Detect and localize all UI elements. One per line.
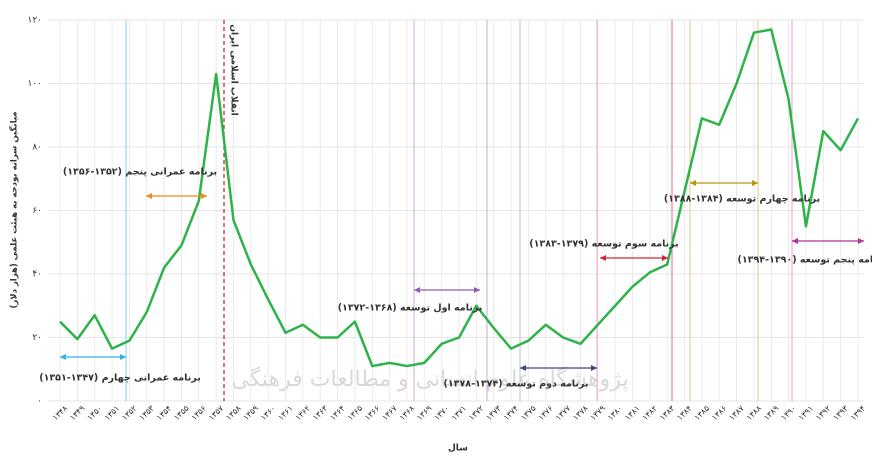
- x-tick-label: ۱۳۵۰: [85, 404, 104, 423]
- x-tick-label: ۱۳۸۳: [658, 403, 677, 422]
- x-tick-label: ۱۳۷۲: [467, 404, 486, 423]
- x-tick-label: ۱۳۹۰: [779, 404, 798, 423]
- x-tick-label: ۱۳۷۵: [519, 404, 538, 423]
- x-tick-label: ۱۳۶۲: [294, 404, 313, 423]
- x-tick-label: ۱۳۶۸: [398, 403, 417, 422]
- x-tick-label: ۱۳۶۹: [415, 404, 434, 423]
- y-tick-label: ۲۰: [32, 333, 42, 343]
- x-tick-label: ۱۳۹۴: [849, 404, 868, 423]
- x-tick-label: ۱۳۵۹: [242, 404, 261, 423]
- y-tick-label: ۴۰: [32, 270, 42, 280]
- x-tick-label: ۱۳۸۱: [623, 404, 642, 423]
- annotation: برنامه سوم توسعه (۱۳۷۹-۱۳۸۳): [529, 239, 678, 250]
- y-tick-label: ۱۲۰: [27, 16, 42, 26]
- x-axis-label: سال: [448, 444, 468, 454]
- y-tick-label: ۰: [37, 397, 42, 407]
- x-tick-label: ۱۳۸۶: [710, 404, 729, 423]
- x-tick-label: ۱۳۵۷: [207, 403, 226, 422]
- annotation: انقلاب اسلامی ایران: [229, 24, 239, 115]
- x-tick-label: ۱۳۵۱: [103, 404, 122, 423]
- x-tick-label: ۱۳۹۱: [797, 404, 816, 423]
- x-tick-label: ۱۳۶۰: [259, 404, 278, 423]
- annotation: برنامه پنجم توسعه (۱۳۹۰-۱۳۹۴): [738, 255, 872, 266]
- x-tick-label: ۱۳۷۴: [502, 404, 521, 423]
- x-tick-label: ۱۳۹۲: [814, 404, 833, 423]
- x-tick-label: ۱۳۶۱: [276, 404, 295, 423]
- x-tick-label: ۱۳۷۰: [432, 404, 451, 423]
- x-tick-label: ۱۳۷۱: [450, 404, 469, 423]
- x-tick-label: ۱۳۵۲: [120, 404, 139, 423]
- y-axis-label: میانگین سرانه بودجه به هیئت علمی (هزار د…: [9, 111, 20, 308]
- x-tick-label: ۱۳۶۴: [328, 404, 347, 423]
- y-tick-label: ۶۰: [32, 206, 42, 216]
- x-tick-label: ۱۳۸۹: [762, 404, 781, 423]
- chart: پژوهشگاه علوم انسانی و مطالعات فرهنگی می…: [0, 0, 872, 460]
- y-tick-label: ۸۰: [32, 143, 42, 153]
- x-tick-label: ۱۳۷۳: [484, 403, 503, 422]
- x-tick-label: ۱۳۸۷: [727, 403, 746, 422]
- annotation: برنامه چهارم توسعه (۱۳۸۴-۱۳۸۸): [664, 194, 820, 205]
- annotation: برنامه عمرانی پنجم (۱۳۵۲-۱۳۵۶): [63, 167, 217, 178]
- x-tick-label: ۱۳۷۸: [571, 403, 590, 422]
- x-tick-label: ۱۳۴۹: [68, 404, 87, 423]
- x-tick-label: ۱۳۹۳: [831, 403, 850, 422]
- x-tick-label: ۱۳۵۵: [172, 404, 191, 423]
- x-tick-label: ۱۳۷۶: [536, 404, 555, 423]
- x-tick-label: ۱۳۸۲: [641, 404, 660, 423]
- x-tick-label: ۱۳۸۸: [745, 403, 764, 422]
- x-tick-label: ۱۳۶۵: [346, 404, 365, 423]
- x-tick-label: ۱۳۶۶: [363, 404, 382, 423]
- x-tick-label: ۱۳۵۸: [224, 403, 243, 422]
- x-tick-label: ۱۳۵۶: [190, 404, 209, 423]
- annotation: برنامه عمرانی چهارم (۱۳۴۷-۱۳۵۱): [39, 373, 201, 384]
- x-tick-label: ۱۳۷۷: [554, 403, 573, 422]
- x-tick-label: ۱۳۶۳: [311, 403, 330, 422]
- x-tick-label: ۱۳۶۷: [380, 403, 399, 422]
- x-tick-label: ۱۳۸۴: [675, 404, 694, 423]
- x-tick-label: ۱۳۸۰: [606, 404, 625, 423]
- y-tick-label: ۱۰۰: [27, 79, 42, 89]
- x-tick-label: ۱۳۴۸: [51, 403, 70, 422]
- annotation: برنامه اول توسعه (۱۳۶۸-۱۳۷۲): [338, 303, 483, 314]
- annotation: برنامه دوم توسعه (۱۳۷۴-۱۳۷۸): [444, 379, 589, 390]
- x-tick-label: ۱۳۵۴: [155, 404, 174, 423]
- x-tick-label: ۱۳۷۹: [589, 404, 608, 423]
- x-tick-label: ۱۳۸۵: [693, 404, 712, 423]
- x-tick-label: ۱۳۵۳: [137, 403, 156, 422]
